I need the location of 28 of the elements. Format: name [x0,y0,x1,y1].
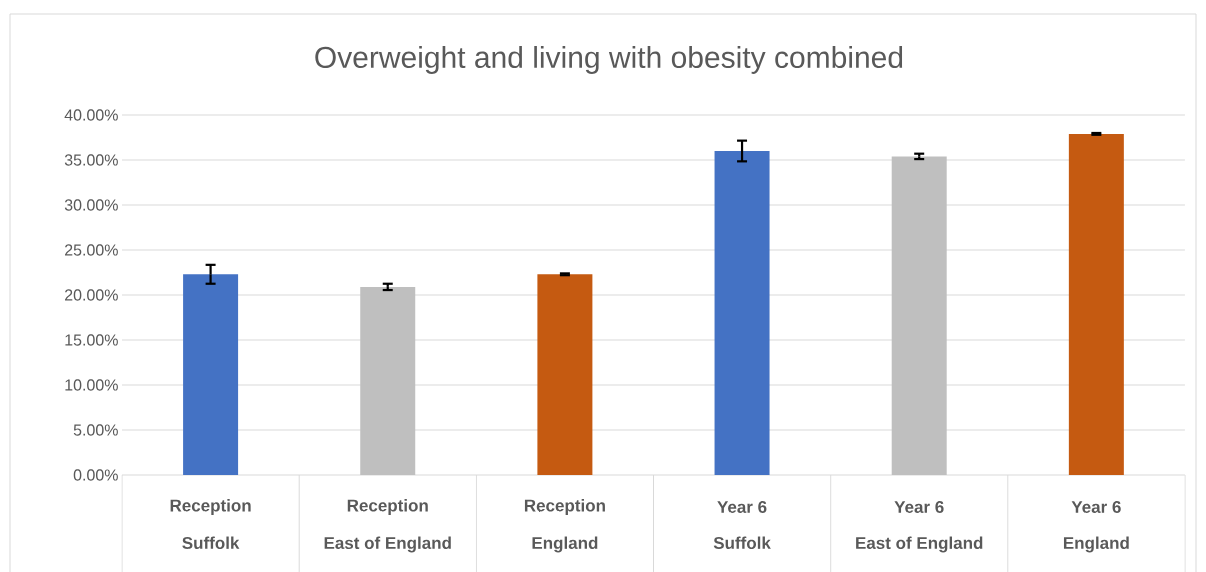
y-tick-label: 20.00% [65,289,118,301]
text: Year 6 [1071,500,1121,514]
text: Year 6 [717,500,767,514]
y-tick-label: 40.00% [64,109,118,121]
text: Reception [170,499,251,515]
x-tick-label: East of England [856,536,983,553]
text: Reception [347,499,428,515]
bar [714,150,770,475]
x-tick-label: England [532,536,598,553]
y-tick-label: 25.00% [65,244,118,256]
y-tick-label: 10.00% [65,379,118,391]
bar [183,274,239,475]
y-tick-label: 0.00% [73,469,118,481]
chart-title: Overweight and living with obesity combined [315,46,903,74]
y-tick-label: 15.00% [65,334,118,346]
bar [360,286,416,475]
y-tick-label: 35.00% [64,154,118,166]
y-tick-label: 30.00% [64,199,118,211]
text: Reception [524,499,605,515]
x-tick-label: East of England [324,536,451,553]
x-tick-label: Suffolk [713,536,771,550]
y-tick-label: 5.00% [73,424,118,436]
text: Year 6 [894,500,944,514]
x-tick-label: England [1063,536,1129,553]
bar [1068,133,1124,475]
x-tick-label: Suffolk [182,536,240,550]
bar [891,156,947,475]
bar [537,274,593,475]
